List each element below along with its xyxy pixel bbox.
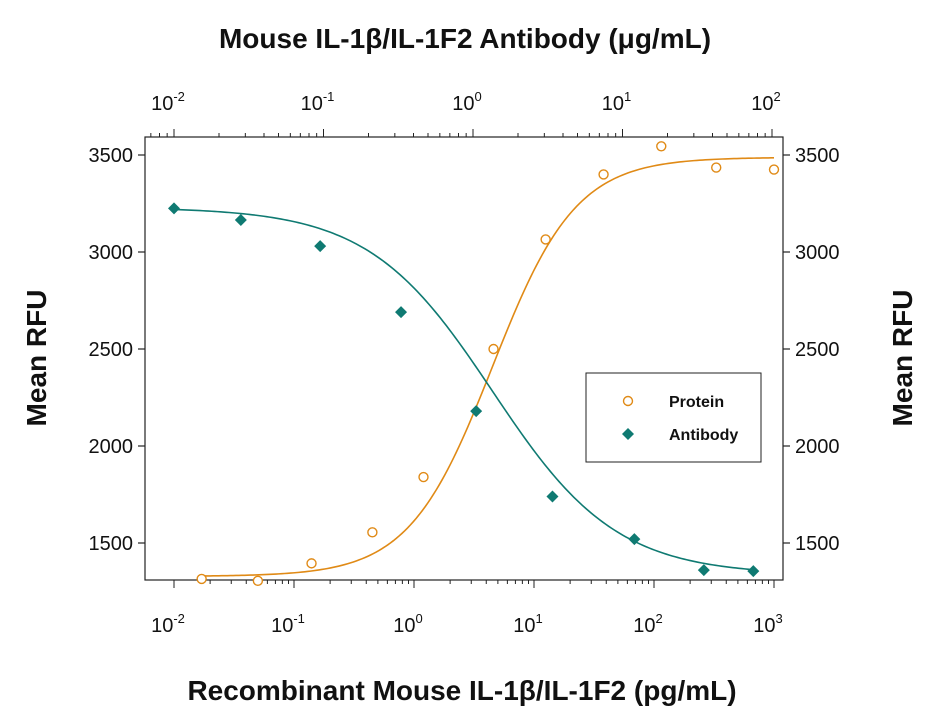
antibody-point bbox=[546, 490, 559, 503]
protein-fit-curve bbox=[201, 157, 775, 577]
x2-tick-label: 10-2 bbox=[151, 89, 185, 115]
antibody-fit-curve bbox=[173, 208, 754, 571]
antibody-point bbox=[470, 405, 483, 418]
x2-tick-label: 102 bbox=[751, 89, 780, 115]
antibody-point bbox=[697, 564, 710, 577]
x-tick-label: 101 bbox=[513, 611, 542, 637]
protein-point bbox=[768, 164, 780, 175]
chart-title: Mouse IL-1β/IL-1F2 Antibody (μg/mL) bbox=[219, 23, 711, 54]
protein-point bbox=[540, 234, 551, 245]
y-tick-label-right: 3500 bbox=[795, 145, 840, 167]
x2-tick-label: 10-1 bbox=[301, 89, 335, 115]
y-tick-label-left: 3500 bbox=[89, 145, 134, 167]
plot-frame bbox=[144, 136, 784, 581]
data-points bbox=[168, 141, 780, 587]
y-tick-label-left: 1500 bbox=[89, 533, 134, 555]
protein-point bbox=[656, 141, 667, 152]
legend-box bbox=[585, 372, 762, 463]
protein-point bbox=[306, 558, 317, 569]
y-axis-label-right: Mean RFU bbox=[887, 290, 918, 427]
protein-point bbox=[196, 573, 207, 585]
fit-curves bbox=[173, 157, 775, 577]
x2-tick-label: 100 bbox=[452, 89, 481, 115]
y-tick-label-left: 2000 bbox=[89, 436, 134, 458]
antibody-point bbox=[628, 533, 641, 546]
x-axis-label: Recombinant Mouse IL-1β/IL-1F2 (pg/mL) bbox=[187, 675, 736, 706]
protein-point bbox=[367, 527, 378, 538]
y-tick-label-right: 3000 bbox=[795, 242, 840, 264]
protein-point bbox=[711, 162, 722, 173]
x-tick-label: 103 bbox=[753, 611, 782, 637]
protein-point bbox=[252, 575, 264, 587]
antibody-point bbox=[234, 213, 247, 226]
legend-protein-marker bbox=[622, 395, 634, 407]
legend-protein-label: Protein bbox=[669, 394, 724, 411]
y-tick-label-left: 2500 bbox=[89, 339, 134, 361]
legend-antibody-marker bbox=[622, 428, 634, 440]
protein-point bbox=[488, 343, 499, 355]
x-tick-label: 10-1 bbox=[271, 611, 305, 637]
x-tick-label: 10-2 bbox=[151, 611, 185, 637]
legend-antibody-label: Antibody bbox=[669, 427, 738, 444]
x2-tick-label: 101 bbox=[602, 89, 631, 115]
antibody-point bbox=[747, 565, 760, 578]
protein-point bbox=[598, 169, 609, 180]
x-tick-label: 102 bbox=[633, 611, 662, 637]
antibody-point bbox=[395, 306, 408, 319]
y-tick-label-left: 3000 bbox=[89, 242, 134, 264]
y-tick-label-right: 1500 bbox=[795, 533, 840, 555]
y-tick-label-right: 2500 bbox=[795, 339, 840, 361]
y-axis-label-left: Mean RFU bbox=[21, 290, 52, 427]
axis-ticks bbox=[138, 129, 790, 588]
antibody-point bbox=[168, 202, 180, 215]
protein-point bbox=[418, 471, 429, 483]
x-tick-label: 100 bbox=[393, 611, 422, 637]
axis-tick-labels: 1500 1500 2000 2000 2500 2500 3000 3000 3500 3500… bbox=[89, 89, 840, 637]
y-tick-label-right: 2000 bbox=[795, 436, 840, 458]
legend: Protein Antibody bbox=[585, 372, 762, 463]
antibody-point bbox=[314, 240, 327, 253]
